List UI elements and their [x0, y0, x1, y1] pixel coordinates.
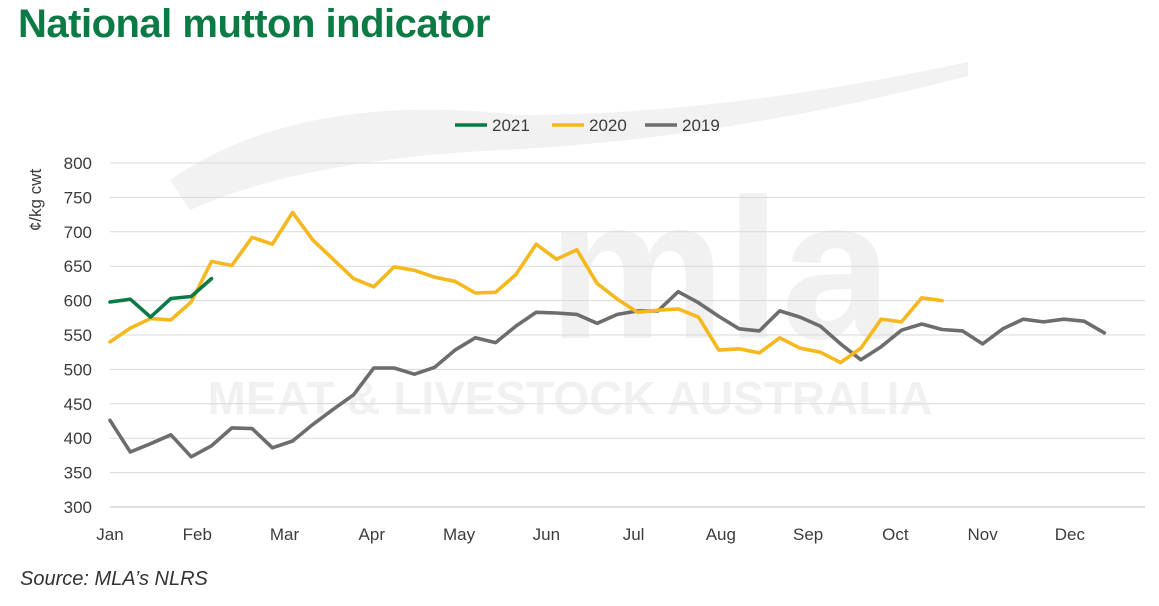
y-tick-label: 650	[64, 257, 92, 276]
watermark-logo-text: mla	[548, 158, 894, 381]
y-tick-label: 600	[64, 292, 92, 311]
x-tick-label: Apr	[359, 525, 386, 544]
y-tick-label: 450	[64, 395, 92, 414]
x-tick-label: Nov	[968, 525, 999, 544]
y-tick-label: 800	[64, 154, 92, 173]
x-tick-label: Dec	[1055, 525, 1086, 544]
series-lines	[108, 210, 1107, 459]
x-tick-label: Sep	[793, 525, 823, 544]
y-tick-label: 700	[64, 223, 92, 242]
y-axis-label: ¢/kg cwt	[26, 169, 45, 232]
legend-label-2019: 2019	[682, 116, 720, 135]
watermark-swoosh	[170, 62, 968, 210]
x-tick-label: Jan	[96, 525, 123, 544]
series-line-2020	[108, 210, 944, 365]
chart-area: mla MEAT & LIVESTOCK AUSTRALIA 300 350 400…	[26, 62, 1145, 544]
y-tick-label: 750	[64, 188, 92, 207]
gridlines	[110, 162, 1145, 508]
legend-label-2020: 2020	[589, 116, 627, 135]
chart-title: National mutton indicator	[18, 2, 490, 46]
x-tick-label: Jul	[623, 525, 645, 544]
x-tick-label: May	[443, 525, 476, 544]
y-tick-label: 550	[64, 326, 92, 345]
legend-label-2021: 2021	[492, 116, 530, 135]
y-tick-label: 350	[64, 464, 92, 483]
y-axis: 300 350 400 450 500 550 600 650 700 750 800	[64, 154, 92, 517]
x-tick-label: Oct	[882, 525, 909, 544]
y-tick-label: 400	[64, 429, 92, 448]
watermark-tagline: MEAT & LIVESTOCK AUSTRALIA	[208, 372, 933, 424]
x-tick-label: Mar	[270, 525, 300, 544]
watermark: mla MEAT & LIVESTOCK AUSTRALIA	[170, 62, 968, 424]
legend: 2021 2020 2019	[455, 116, 720, 135]
y-tick-label: 500	[64, 360, 92, 379]
x-tick-label: Aug	[706, 525, 736, 544]
series-line-2021	[108, 276, 214, 319]
x-axis: Jan Feb Mar Apr May Jun Jul Aug Sep Oct Nov Dec	[96, 525, 1085, 544]
source-note: Source: MLA’s NLRS	[20, 568, 208, 590]
x-tick-label: Feb	[183, 525, 212, 544]
series-line-2019	[108, 289, 1107, 459]
x-tick-label: Jun	[533, 525, 560, 544]
y-tick-label: 300	[64, 498, 92, 517]
